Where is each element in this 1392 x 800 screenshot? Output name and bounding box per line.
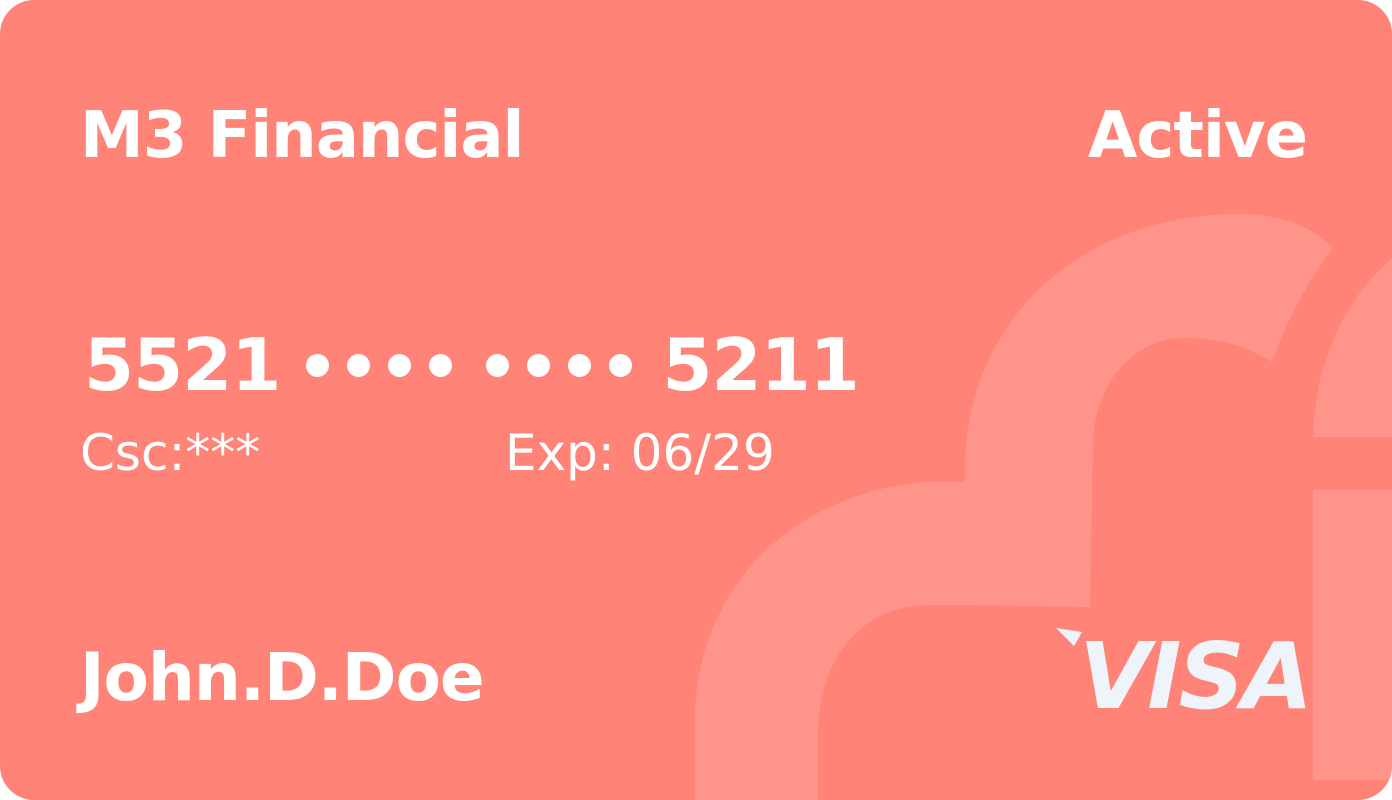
mask-dot — [347, 353, 371, 377]
card-number: 5521 5211 — [84, 320, 860, 410]
mask-dot — [388, 353, 412, 377]
card-security-code: Csc:*** — [80, 424, 261, 482]
arc-lower — [695, 482, 965, 800]
visa-logo-wordmark: VISA — [1079, 623, 1310, 718]
mask-dot — [306, 353, 330, 377]
card-status-label: Active — [1087, 99, 1308, 173]
mask-dot — [527, 353, 551, 377]
mask-dot — [486, 353, 510, 377]
card-issuer-name: M3 Financial — [80, 99, 524, 173]
card-number-masked-group — [486, 353, 633, 377]
visa-logo-flare — [1056, 628, 1082, 646]
card-holder-name: John.D.Doe — [80, 639, 485, 716]
arc-right-lower — [1313, 490, 1392, 780]
card-number-last-group: 5211 — [662, 323, 859, 407]
mask-dot — [609, 353, 633, 377]
mask-dot — [568, 353, 592, 377]
arc-upper — [965, 213, 1333, 607]
arc-right — [1313, 258, 1392, 437]
card-expiry-date: Exp: 06/29 — [505, 424, 775, 482]
mask-dot — [429, 353, 453, 377]
visa-logo-icon: VISA — [1056, 623, 1313, 718]
decorative-arcs — [695, 213, 1392, 800]
card-number-masked-group — [306, 353, 453, 377]
card-number-first-group: 5521 — [84, 323, 281, 407]
